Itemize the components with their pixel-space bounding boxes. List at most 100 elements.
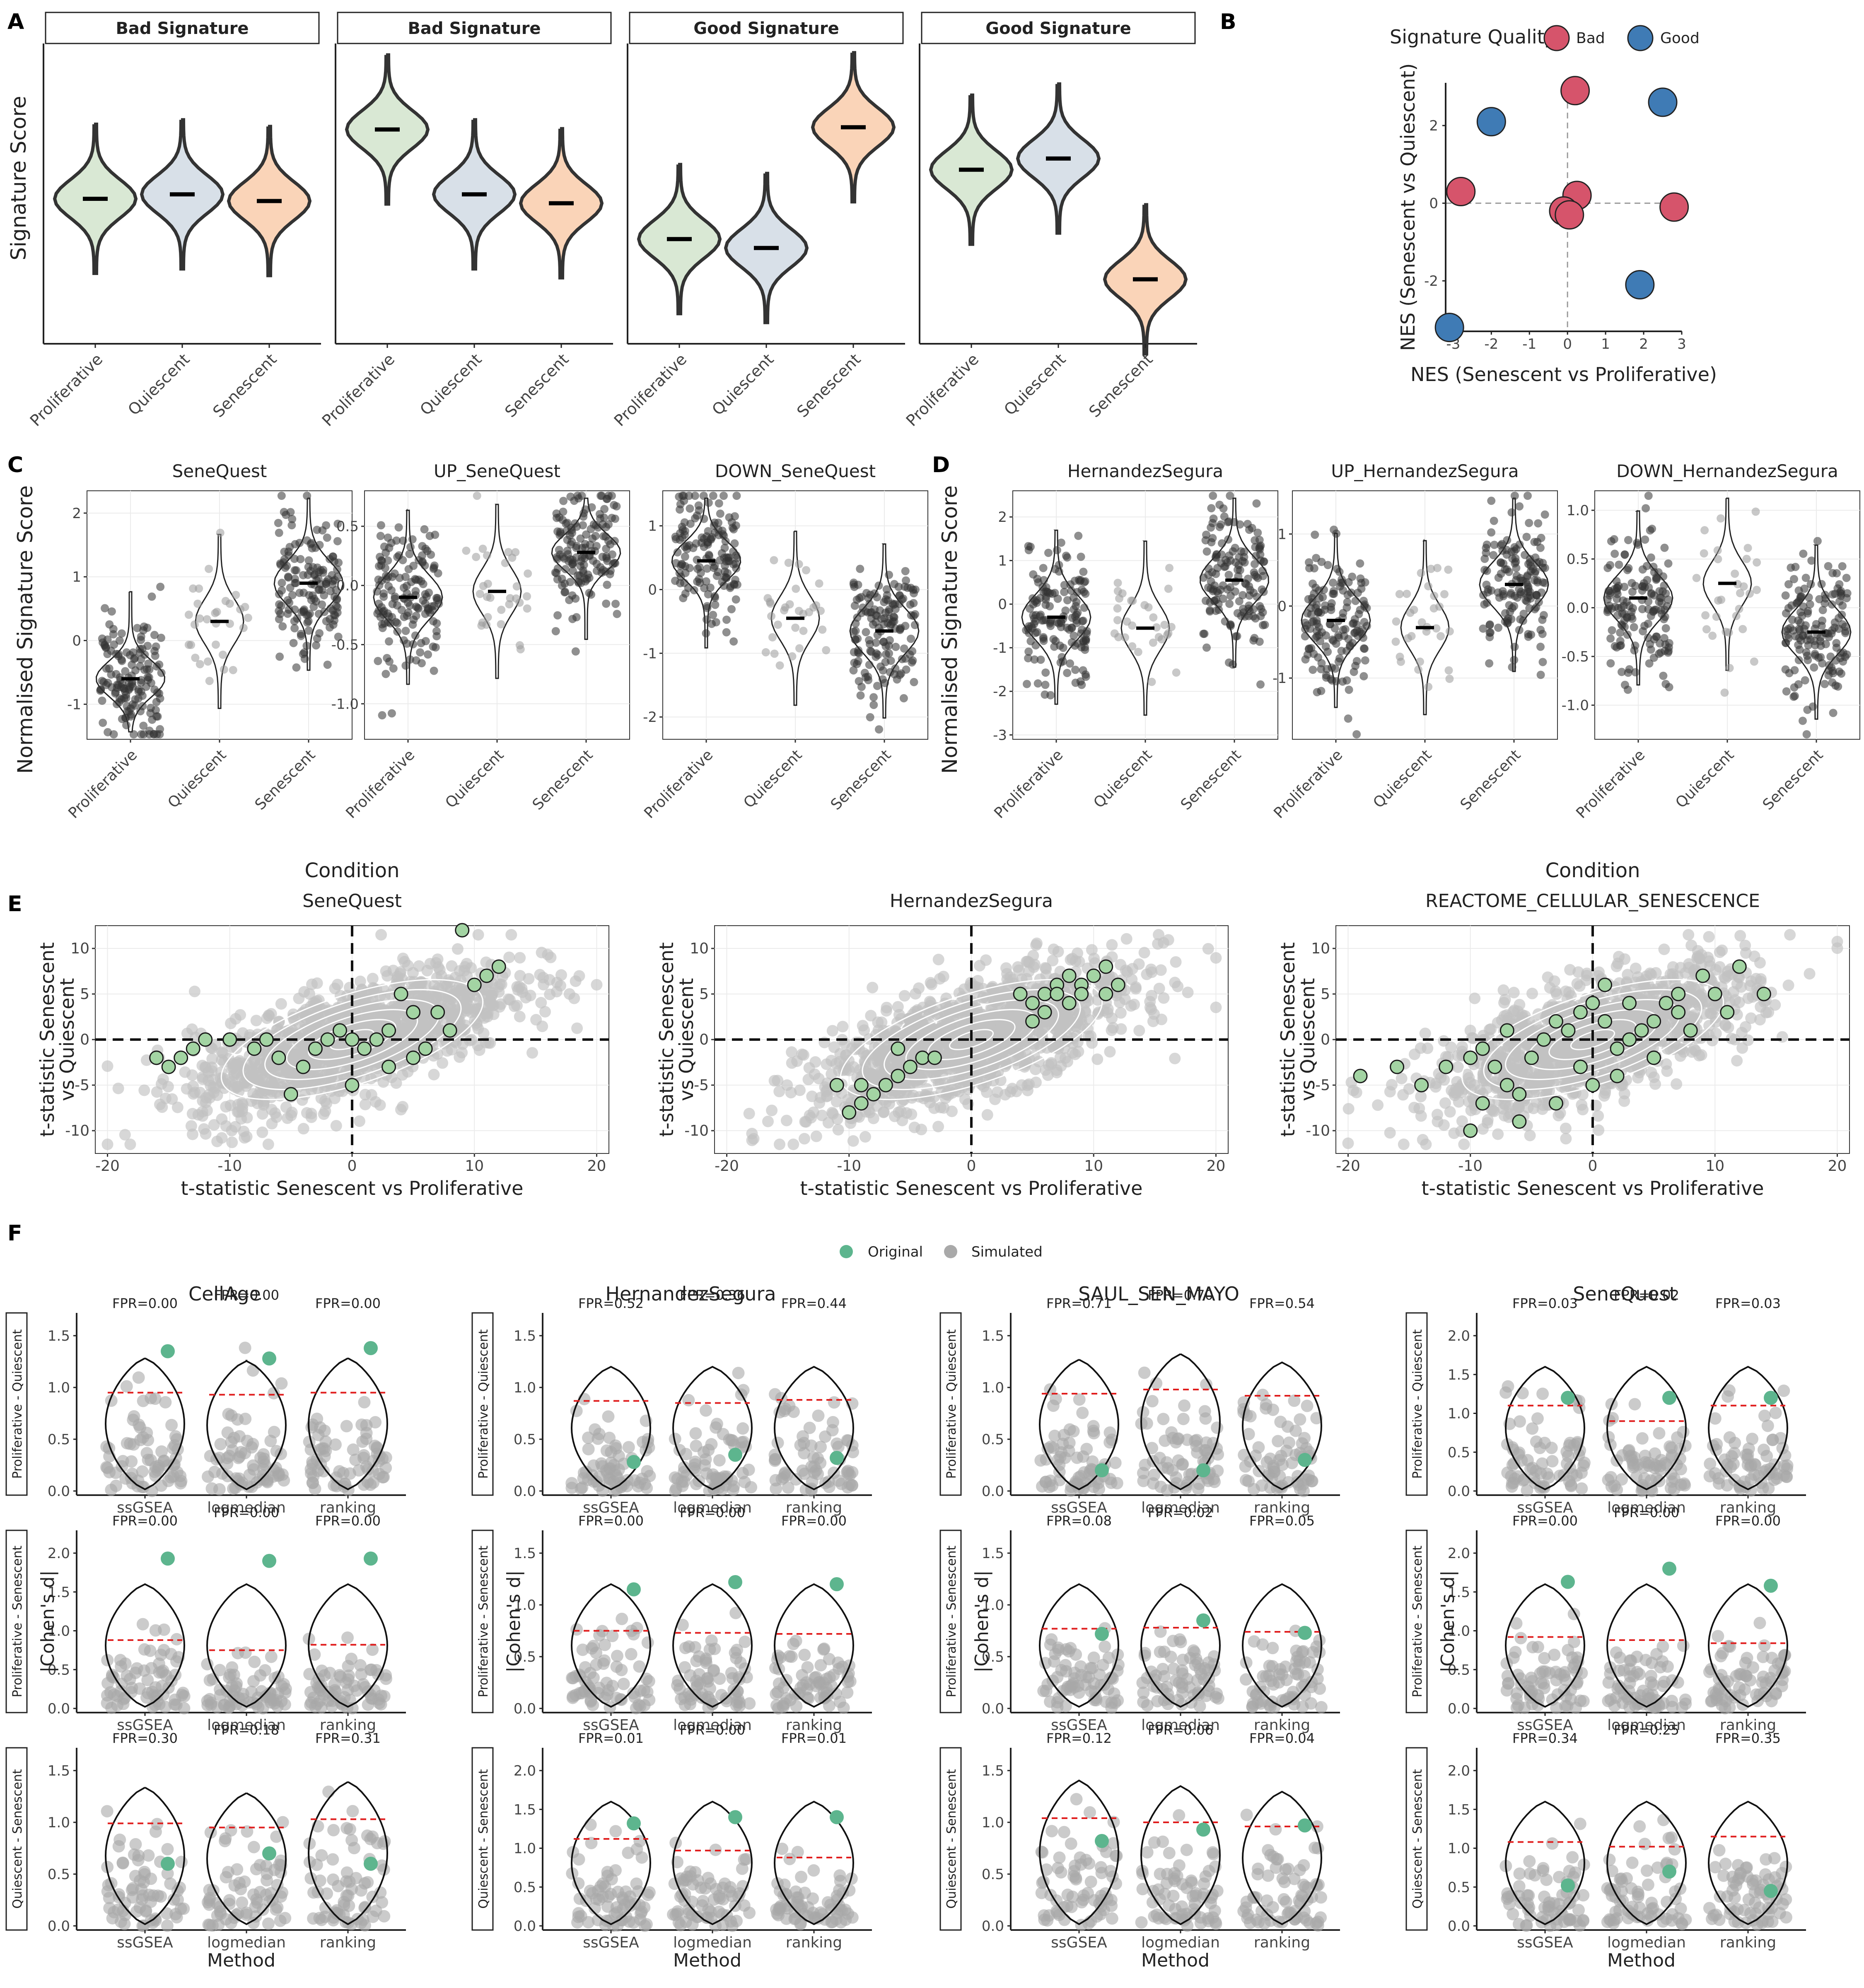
facet-title: UP_HernandezSegura xyxy=(1331,461,1519,481)
x-tick-label: 20 xyxy=(1207,1158,1226,1175)
data-point xyxy=(895,600,904,608)
data-point xyxy=(1223,585,1232,594)
background-point xyxy=(800,1116,812,1128)
signature-gene-point xyxy=(198,1032,213,1047)
data-point xyxy=(107,607,116,616)
background-point xyxy=(1115,1023,1127,1035)
data-point xyxy=(1664,559,1673,568)
data-point xyxy=(599,532,608,540)
data-point xyxy=(1523,580,1532,589)
facet-strip-label: Good Signature xyxy=(985,19,1131,38)
data-point xyxy=(1494,623,1503,632)
x-tick-label: -2 xyxy=(1484,336,1498,352)
data-point xyxy=(1736,589,1744,598)
data-point xyxy=(707,620,716,628)
data-point xyxy=(523,592,531,601)
y-tick-label: -0.5 xyxy=(1562,649,1589,665)
background-point xyxy=(112,1082,124,1094)
background-point xyxy=(773,1086,785,1098)
data-point xyxy=(1828,678,1837,687)
data-point xyxy=(288,515,297,524)
data-point xyxy=(1427,565,1435,573)
background-point xyxy=(932,1121,944,1133)
background-point xyxy=(743,1107,755,1119)
y-tick-label: -1 xyxy=(993,640,1007,656)
data-point xyxy=(732,492,741,500)
data-point xyxy=(1524,632,1533,641)
background-point xyxy=(375,929,387,941)
data-point xyxy=(1497,558,1505,567)
background-point xyxy=(1104,1046,1116,1058)
data-point xyxy=(1808,702,1817,711)
data-point xyxy=(378,624,387,632)
data-point xyxy=(613,610,621,618)
background-point xyxy=(239,1132,251,1144)
data-point xyxy=(910,589,918,598)
data-point xyxy=(523,604,531,613)
data-point xyxy=(1644,619,1652,628)
data-point xyxy=(275,528,283,537)
data-point xyxy=(766,599,775,608)
x-tick-label: Proliferative xyxy=(903,350,983,430)
y-axis-title: Normalised Signature Score xyxy=(13,485,37,774)
data-point xyxy=(295,538,304,547)
background-point xyxy=(235,1113,247,1125)
data-point xyxy=(1356,559,1364,568)
data-point xyxy=(129,648,138,657)
data-point xyxy=(872,638,880,647)
data-point xyxy=(1392,617,1400,626)
data-point xyxy=(1794,616,1803,625)
data-point xyxy=(558,552,567,561)
data-point xyxy=(1515,540,1524,549)
data-point xyxy=(478,545,487,553)
data-point xyxy=(1026,637,1035,646)
signature-gene-point xyxy=(332,1023,347,1038)
point-bad xyxy=(1560,76,1590,106)
data-point xyxy=(581,577,590,586)
data-point xyxy=(1256,680,1265,689)
signature-gene-point xyxy=(842,1105,857,1120)
signature-gene-point xyxy=(149,1050,164,1065)
data-point xyxy=(850,648,858,656)
data-point xyxy=(784,558,793,567)
data-point xyxy=(1485,620,1494,629)
data-point xyxy=(286,508,295,516)
data-point xyxy=(1638,565,1647,574)
data-point xyxy=(1258,567,1267,575)
background-point xyxy=(1074,1022,1087,1034)
data-point xyxy=(1732,612,1741,620)
data-point xyxy=(1078,617,1087,626)
data-point xyxy=(1039,576,1048,584)
data-point xyxy=(907,635,915,643)
data-point xyxy=(1789,626,1798,635)
background-point xyxy=(526,1047,538,1059)
data-point xyxy=(862,589,871,598)
data-point xyxy=(1029,570,1038,579)
panel-label: C xyxy=(7,453,23,478)
data-point xyxy=(1051,637,1060,645)
x-tick-label: Senescent xyxy=(793,350,864,421)
data-point xyxy=(1211,552,1220,561)
background-point xyxy=(857,1020,869,1032)
x-tick-label: 20 xyxy=(587,1158,606,1175)
data-point xyxy=(1494,573,1503,582)
data-point xyxy=(610,537,619,545)
data-point xyxy=(330,616,339,625)
data-point xyxy=(578,544,587,552)
data-point xyxy=(184,610,193,619)
data-point xyxy=(1606,561,1615,569)
data-point xyxy=(902,665,910,674)
data-point xyxy=(856,565,864,573)
data-point xyxy=(602,599,611,608)
data-point xyxy=(211,640,220,649)
data-point xyxy=(497,620,505,629)
data-point xyxy=(671,533,680,541)
signature-gene-point xyxy=(283,1087,298,1102)
data-point xyxy=(157,634,165,642)
data-point xyxy=(427,550,435,559)
data-point xyxy=(1714,555,1722,563)
data-point xyxy=(767,612,776,620)
background-point xyxy=(256,1126,268,1138)
data-point xyxy=(1490,516,1498,525)
